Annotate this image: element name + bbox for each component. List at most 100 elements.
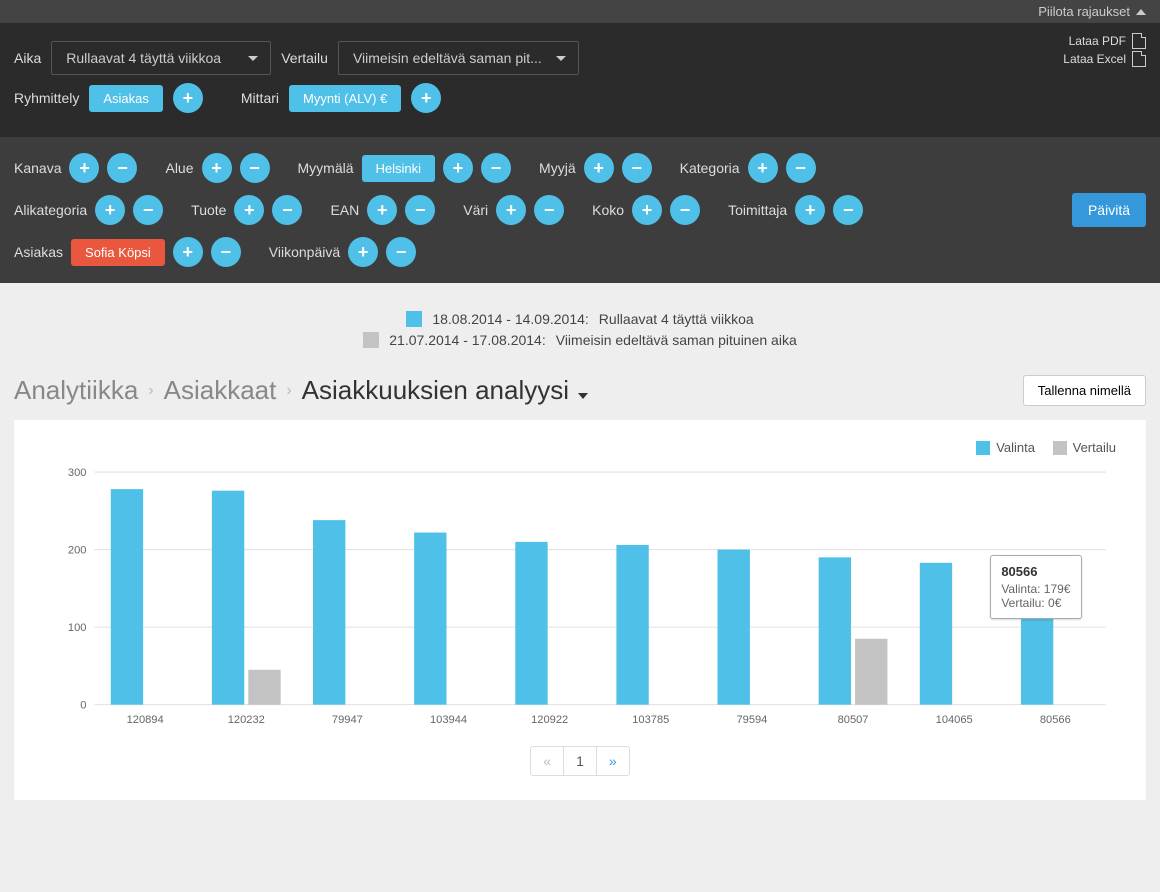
filter-label: Asiakas — [14, 244, 63, 260]
pager: «1» — [44, 746, 1116, 776]
breadcrumb-customers[interactable]: Asiakkaat — [164, 375, 277, 406]
legend-compare-desc: Viimeisin edeltävä saman pituinen aika — [556, 332, 797, 348]
legend-compare-range: 21.07.2014 - 17.08.2014: — [389, 332, 545, 348]
download-excel-button[interactable]: Lataa Excel — [1063, 51, 1146, 67]
download-pdf-label: Lataa PDF — [1069, 34, 1126, 48]
svg-text:79947: 79947 — [332, 713, 363, 725]
pdf-icon — [1132, 33, 1146, 49]
time-select[interactable]: Rullaavat 4 täyttä viikkoa — [51, 41, 271, 75]
chevron-down-icon — [248, 56, 258, 61]
filter-add-button[interactable]: + — [632, 195, 662, 225]
filter-group-myymälä: Myymälä Helsinki +− — [298, 153, 512, 183]
filter-label: Viikonpäivä — [269, 244, 340, 260]
chart-legend-vertailu-swatch — [1053, 441, 1067, 455]
legend-compare-swatch — [363, 332, 379, 348]
filter-add-button[interactable]: + — [69, 153, 99, 183]
filter-add-button[interactable]: + — [795, 195, 825, 225]
chart-tooltip: 80566 Valinta: 179€ Vertailu: 0€ — [990, 555, 1081, 619]
legend-primary-swatch — [406, 311, 422, 327]
refresh-button[interactable]: Päivitä — [1072, 193, 1146, 227]
filter-label: Alikategoria — [14, 202, 87, 218]
compare-label: Vertailu — [281, 50, 328, 66]
filter-group-kategoria: Kategoria +− — [680, 153, 816, 183]
filter-label: Koko — [592, 202, 624, 218]
filter-pill[interactable]: Sofia Köpsi — [71, 239, 165, 266]
chevron-down-icon — [556, 56, 566, 61]
time-select-value: Rullaavat 4 täyttä viikkoa — [66, 50, 221, 66]
filter-label: EAN — [330, 202, 359, 218]
save-as-button[interactable]: Tallenna nimellä — [1023, 375, 1146, 406]
metric-add-button[interactable]: + — [411, 83, 441, 113]
filter-add-button[interactable]: + — [348, 237, 378, 267]
breadcrumb-sep: › — [286, 382, 291, 400]
filter-group-koko: Koko +− — [592, 195, 700, 225]
legend-primary-desc: Rullaavat 4 täyttä viikkoa — [599, 311, 754, 327]
metric-pill[interactable]: Myynti (ALV) € — [289, 85, 401, 112]
filter-add-button[interactable]: + — [748, 153, 778, 183]
filter-label: Väri — [463, 202, 488, 218]
filter-add-button[interactable]: + — [202, 153, 232, 183]
bar-chart: 0100200300120894120232799471039441209221… — [44, 466, 1116, 729]
breadcrumb-sep: › — [148, 382, 153, 400]
filter-pill[interactable]: Helsinki — [362, 155, 436, 182]
chevron-up-icon — [1136, 9, 1146, 15]
svg-text:103944: 103944 — [430, 713, 467, 725]
compare-select[interactable]: Viimeisin edeltävä saman pit... — [338, 41, 579, 75]
filter-group-alikategoria: Alikategoria +− — [14, 195, 163, 225]
filter-add-button[interactable]: + — [443, 153, 473, 183]
grouping-add-button[interactable]: + — [173, 83, 203, 113]
filter-group-asiakas: Asiakas Sofia Köpsi +− — [14, 237, 241, 267]
filter-group-kanava: Kanava +− — [14, 153, 137, 183]
filter-remove-button[interactable]: − — [670, 195, 700, 225]
filter-group-tuote: Tuote +− — [191, 195, 302, 225]
filter-remove-button[interactable]: − — [786, 153, 816, 183]
filter-label: Myymälä — [298, 160, 354, 176]
filter-add-button[interactable]: + — [367, 195, 397, 225]
filter-remove-button[interactable]: − — [481, 153, 511, 183]
metric-label: Mittari — [241, 90, 279, 106]
breadcrumb-analytics[interactable]: Analytiikka — [14, 375, 138, 406]
filter-add-button[interactable]: + — [173, 237, 203, 267]
filter-group-toimittaja: Toimittaja +− — [728, 195, 863, 225]
filter-group-viikonpäivä: Viikonpäivä +− — [269, 237, 416, 267]
time-label: Aika — [14, 50, 41, 66]
grouping-label: Ryhmittely — [14, 90, 79, 106]
svg-text:79594: 79594 — [736, 713, 767, 725]
filter-remove-button[interactable]: − — [622, 153, 652, 183]
filter-remove-button[interactable]: − — [107, 153, 137, 183]
filter-remove-button[interactable]: − — [240, 153, 270, 183]
svg-text:300: 300 — [68, 467, 87, 479]
legend-primary: 18.08.2014 - 14.09.2014: Rullaavat 4 täy… — [406, 311, 753, 327]
svg-text:0: 0 — [80, 699, 86, 711]
filter-add-button[interactable]: + — [496, 195, 526, 225]
pager-prev[interactable]: « — [530, 746, 564, 776]
filter-add-button[interactable]: + — [234, 195, 264, 225]
filter-label: Kategoria — [680, 160, 740, 176]
legend-compare: 21.07.2014 - 17.08.2014: Viimeisin edelt… — [363, 332, 796, 348]
filter-group-myyjä: Myyjä +− — [539, 153, 652, 183]
svg-text:80566: 80566 — [1040, 713, 1071, 725]
filter-remove-button[interactable]: − — [272, 195, 302, 225]
pager-page-1[interactable]: 1 — [564, 746, 597, 776]
filter-remove-button[interactable]: − — [386, 237, 416, 267]
filter-add-button[interactable]: + — [95, 195, 125, 225]
filter-remove-button[interactable]: − — [133, 195, 163, 225]
filter-label: Kanava — [14, 160, 61, 176]
grouping-pill[interactable]: Asiakas — [89, 85, 163, 112]
hide-filters-toggle[interactable]: Piilota rajaukset — [1038, 4, 1146, 19]
filter-remove-button[interactable]: − — [405, 195, 435, 225]
breadcrumb: Analytiikka › Asiakkaat › Asiakkuuksien … — [14, 375, 588, 406]
filter-remove-button[interactable]: − — [534, 195, 564, 225]
chevron-down-icon — [578, 393, 588, 399]
filter-label: Toimittaja — [728, 202, 787, 218]
pager-next[interactable]: » — [597, 746, 630, 776]
filter-label: Myyjä — [539, 160, 576, 176]
filter-label: Tuote — [191, 202, 226, 218]
filter-add-button[interactable]: + — [584, 153, 614, 183]
download-pdf-button[interactable]: Lataa PDF — [1063, 33, 1146, 49]
filter-remove-button[interactable]: − — [833, 195, 863, 225]
svg-text:103785: 103785 — [632, 713, 669, 725]
breadcrumb-current[interactable]: Asiakkuuksien analyysi — [302, 375, 589, 406]
svg-text:120922: 120922 — [531, 713, 568, 725]
filter-remove-button[interactable]: − — [211, 237, 241, 267]
